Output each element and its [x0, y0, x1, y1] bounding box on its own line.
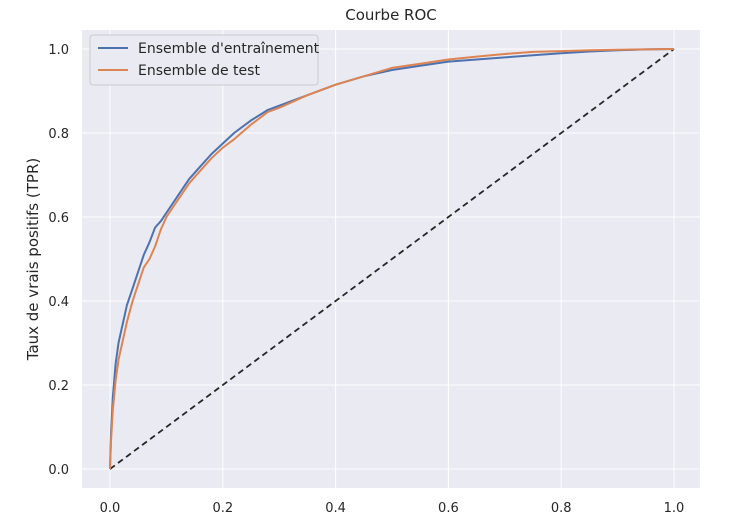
y-tick-label: 0.0 — [48, 463, 69, 478]
x-tick-label: 0.4 — [325, 501, 346, 516]
series-line-train — [109, 48, 675, 470]
diagonal-reference-line-group — [109, 48, 675, 470]
chart-title: Courbe ROC — [345, 6, 437, 24]
y-axis-label: Taux de vrais positifs (TPR) — [24, 158, 42, 361]
x-tick-label: 0.6 — [438, 501, 459, 516]
gridlines — [82, 30, 700, 488]
x-axis-ticks: 0.0 0.2 0.4 0.6 0.8 1.0 — [100, 501, 685, 516]
x-tick-label: 0.2 — [212, 501, 233, 516]
x-tick-label: 0.0 — [100, 501, 121, 516]
y-tick-label: 0.2 — [48, 379, 69, 394]
y-tick-label: 0.8 — [48, 127, 69, 142]
legend: Ensemble d'entraînement Ensemble de test — [89, 34, 320, 86]
x-tick-label: 0.8 — [551, 501, 572, 516]
series-group — [109, 48, 675, 470]
diagonal-reference-line — [109, 48, 675, 470]
x-tick-label: 1.0 — [664, 501, 685, 516]
y-tick-label: 0.4 — [48, 295, 69, 310]
series-line-test — [109, 48, 675, 470]
legend-box — [89, 34, 319, 86]
y-axis-ticks: 0.0 0.2 0.4 0.6 0.8 1.0 — [48, 43, 69, 478]
legend-label-train: Ensemble d'entraînement — [138, 41, 320, 57]
legend-label-test: Ensemble de test — [138, 63, 260, 79]
y-tick-label: 1.0 — [48, 43, 69, 58]
y-tick-label: 0.6 — [48, 211, 69, 226]
